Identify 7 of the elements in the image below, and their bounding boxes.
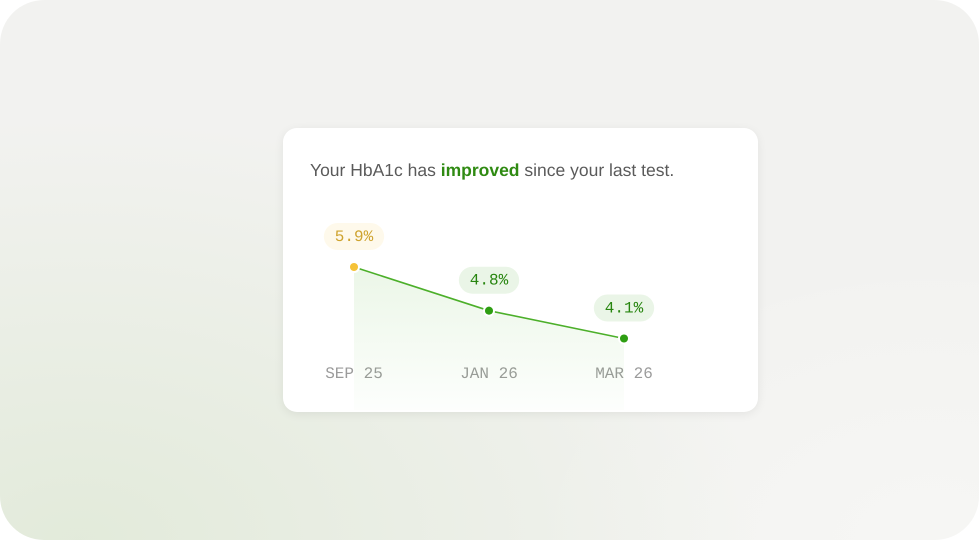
data-label: 5.9% — [334, 228, 374, 246]
data-label: 4.1% — [604, 300, 644, 318]
x-tick-label: MAR 26 — [595, 365, 653, 383]
chart-title: Your HbA1c has improved since your last test. — [310, 159, 674, 181]
x-tick-label: JAN 26 — [460, 365, 518, 383]
data-label: 4.8% — [470, 272, 509, 290]
x-tick-label: SEP 25 — [325, 365, 383, 383]
